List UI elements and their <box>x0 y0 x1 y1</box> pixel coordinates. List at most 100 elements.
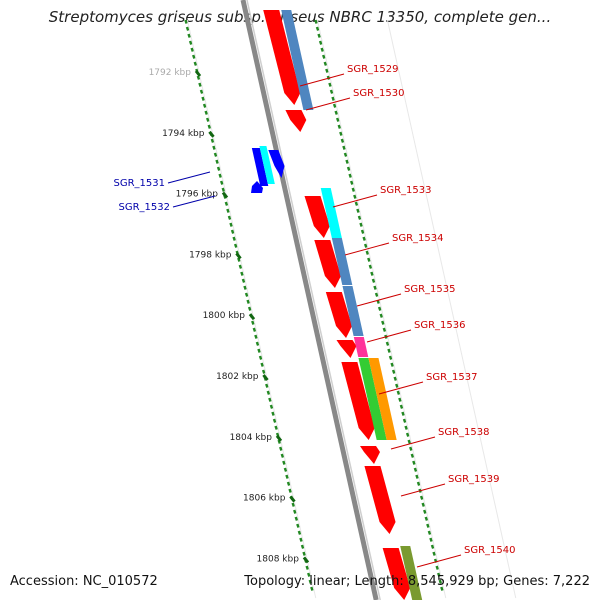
gene-cds-sgr_1531b[interactable] <box>268 150 285 178</box>
gene-feature-sgr_1540[interactable] <box>400 546 423 600</box>
guide-line <box>316 19 447 599</box>
gene-leader-line <box>344 242 390 256</box>
gene-feature-sgr_1533[interactable] <box>320 188 342 238</box>
scale-tick-label: 1802 kbp <box>216 372 259 382</box>
scale-dot <box>328 82 332 87</box>
scale-dot <box>409 446 413 451</box>
scale-dot <box>293 509 297 514</box>
scale-dot <box>356 208 360 213</box>
scale-dot <box>362 236 366 241</box>
scale-tick-label: 1806 kbp <box>243 494 286 504</box>
scale-dot <box>390 362 394 367</box>
scale-dot <box>373 285 377 290</box>
scale-dot <box>430 544 435 549</box>
scale-dot <box>198 82 202 87</box>
gene-label-sgr_1540[interactable]: SGR_1540 <box>464 545 516 556</box>
gene-label-sgr_1533[interactable]: SGR_1533 <box>380 185 432 196</box>
gene-cds-sgr_1532[interactable] <box>251 181 263 193</box>
scale-dot <box>357 215 362 220</box>
scale-dot <box>438 579 443 584</box>
scale-dot <box>379 313 384 318</box>
scale-tick-label: 1796 kbp <box>176 190 219 200</box>
scale-tick <box>289 495 296 503</box>
scale-dot <box>317 33 321 38</box>
scale-dot <box>226 208 230 213</box>
scale-dot <box>268 397 272 402</box>
gene-feature-sgr_1537[interactable] <box>368 358 397 440</box>
gene-cds-sgr_1529[interactable] <box>263 10 301 105</box>
scale-dot <box>315 26 320 31</box>
scale-dot <box>334 110 339 115</box>
gene-label-sgr_1535[interactable]: SGR_1535 <box>404 284 456 295</box>
gene-cds-sgr_1533[interactable] <box>304 196 330 238</box>
scale-dot <box>260 362 264 367</box>
gene-cds-sgr_1540[interactable] <box>382 548 411 600</box>
gene-feature-sgr_1536[interactable] <box>353 337 369 357</box>
scale-dot <box>210 138 215 143</box>
scale-dot <box>229 222 233 227</box>
gene-feature-sgr_1535[interactable] <box>342 286 364 336</box>
gene-label-sgr_1538[interactable]: SGR_1538 <box>438 427 490 438</box>
scale-dot <box>435 565 440 570</box>
gene-feature-sgr_1531[interactable] <box>259 146 275 184</box>
scale-dot <box>232 236 236 241</box>
scale-dot <box>385 341 390 346</box>
gene-cds-sgr_1539[interactable] <box>364 466 396 534</box>
scale-dot <box>286 481 291 486</box>
scale-dot <box>437 572 441 577</box>
scale-dot <box>265 383 269 388</box>
backbone-line <box>240 0 379 600</box>
gene-label-sgr_1534[interactable]: SGR_1534 <box>392 233 444 244</box>
gene-label-sgr_1532[interactable]: SGR_1532 <box>119 202 171 213</box>
scale-tick <box>262 374 269 381</box>
scale-dot <box>426 523 430 528</box>
scale-dot <box>393 376 398 381</box>
scale-dot <box>218 173 223 178</box>
gene-cds-sgr_1536[interactable] <box>336 340 357 358</box>
gene-label-sgr_1531[interactable]: SGR_1531 <box>114 178 166 189</box>
scale-dot <box>246 299 250 304</box>
scale-dot <box>297 530 302 535</box>
scale-dot <box>299 537 303 542</box>
gene-feature-sgr_1537[interactable] <box>358 358 387 440</box>
scale-dot <box>269 404 274 409</box>
gene-cds-sgr_1537[interactable] <box>341 362 375 440</box>
scale-dot <box>329 89 334 94</box>
scale-dot <box>238 264 243 269</box>
gene-cds-sgr_1534[interactable] <box>314 240 341 288</box>
scale-dot <box>254 334 258 339</box>
scale-dot <box>184 19 188 24</box>
scale-dot <box>424 516 429 521</box>
gene-label-sgr_1537[interactable]: SGR_1537 <box>426 372 478 383</box>
scale-dot <box>349 180 354 185</box>
scale-dot <box>243 285 247 290</box>
scale-dot <box>212 145 216 150</box>
scale-dot <box>340 138 345 143</box>
gene-cds-sgr_1538[interactable] <box>360 446 381 464</box>
gene-leader-line <box>378 381 424 395</box>
scale-dot <box>272 418 277 423</box>
gene-label-sgr_1530[interactable]: SGR_1530 <box>353 88 405 99</box>
scale-dot <box>432 551 436 556</box>
scale-dot <box>291 502 296 507</box>
scale-dot <box>308 579 313 584</box>
scale-dot <box>336 117 340 122</box>
scale-dot <box>371 278 376 283</box>
scale-dot <box>257 348 261 353</box>
gene-label-sgr_1539[interactable]: SGR_1539 <box>448 474 500 485</box>
gene-label-sgr_1529[interactable]: SGR_1529 <box>347 64 399 75</box>
scale-dot <box>343 152 348 157</box>
scale-dot <box>337 124 342 129</box>
scale-dot <box>266 390 271 395</box>
scale-dot <box>258 355 263 360</box>
gene-cds-sgr_1530[interactable] <box>285 110 307 132</box>
scale-dot <box>367 257 371 262</box>
scale-dot <box>241 278 246 283</box>
gene-cds-sgr_1531[interactable] <box>251 148 269 186</box>
gene-cds-sgr_1535[interactable] <box>325 292 353 338</box>
scale-dot <box>345 159 349 164</box>
gene-label-sgr_1536[interactable]: SGR_1536 <box>414 320 466 331</box>
gene-feature-sgr_1534[interactable] <box>331 238 353 285</box>
scale-dot <box>401 411 405 416</box>
scale-dot <box>188 40 193 45</box>
